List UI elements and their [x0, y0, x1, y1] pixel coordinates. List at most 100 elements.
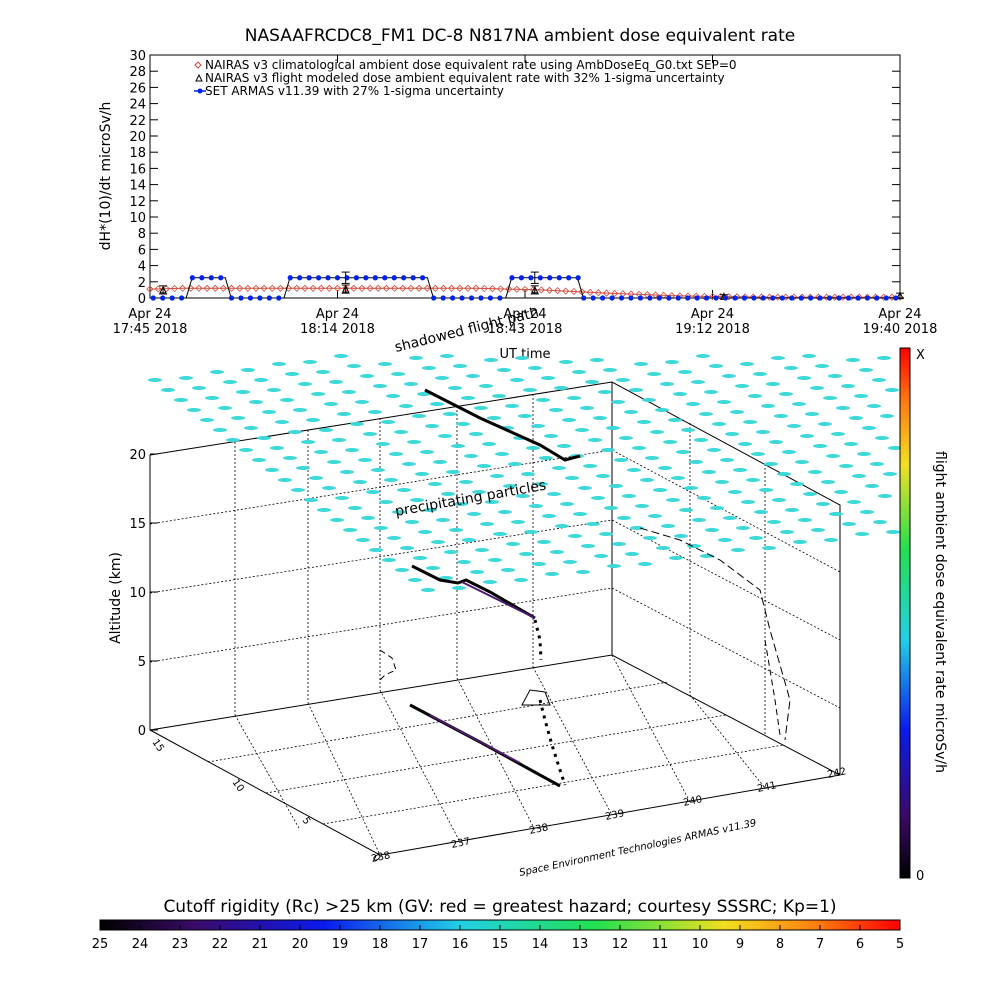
- clim-point: [146, 285, 154, 293]
- armas-point: [537, 275, 543, 281]
- particle: [348, 506, 362, 510]
- particle: [674, 534, 688, 538]
- clim-point: [456, 284, 464, 292]
- particle: [244, 426, 258, 430]
- particle: [470, 570, 484, 574]
- particle: [402, 462, 416, 466]
- particle: [303, 360, 317, 364]
- y-tick-label: 0: [138, 292, 146, 307]
- armas-point: [391, 275, 397, 281]
- armas-point: [518, 275, 525, 281]
- clim-point: [399, 284, 407, 292]
- armas-point: [238, 295, 244, 301]
- particle: [291, 488, 305, 492]
- armas-point: [864, 295, 870, 301]
- lon-tick-label: 238: [370, 850, 391, 865]
- particle: [614, 458, 628, 462]
- clim-point: [415, 284, 423, 292]
- particle: [797, 376, 811, 380]
- particle: [862, 426, 876, 430]
- particle: [749, 536, 763, 540]
- rc-tick-label: 22: [212, 937, 229, 952]
- particle: [707, 448, 721, 452]
- particle: [241, 368, 255, 372]
- particle: [301, 440, 315, 444]
- particle: [534, 482, 548, 486]
- particle: [453, 364, 467, 368]
- y-tick-label: 24: [129, 98, 146, 113]
- particle: [462, 538, 476, 542]
- particle: [839, 464, 853, 468]
- armas-point: [363, 275, 369, 281]
- precipitating-particles-field: [148, 354, 902, 592]
- clim-point: [309, 284, 317, 292]
- particle: [813, 444, 827, 448]
- particle: [394, 430, 408, 434]
- particle: [179, 376, 193, 380]
- particle: [392, 510, 406, 514]
- particle: [753, 372, 767, 376]
- particle: [387, 536, 401, 540]
- particle: [408, 578, 422, 582]
- particle: [373, 384, 387, 388]
- armas-point: [893, 295, 899, 301]
- particle: [477, 464, 491, 468]
- clim-point: [382, 284, 390, 292]
- particle: [709, 364, 723, 368]
- particle: [514, 578, 528, 582]
- clim-point: [366, 284, 374, 292]
- armas-point: [817, 295, 823, 301]
- particle: [740, 362, 754, 366]
- particle: [723, 516, 737, 520]
- particle: [867, 404, 881, 408]
- legend-entry-1: NAIRAS v3 climatological ambient dose eq…: [205, 58, 737, 72]
- particle: [872, 378, 886, 382]
- particle: [852, 474, 866, 478]
- rc-tick-label: 0: [370, 852, 383, 864]
- particle: [836, 406, 850, 410]
- particle: [280, 398, 294, 402]
- particle: [329, 380, 343, 384]
- model-point: [530, 285, 539, 294]
- clim-point: [374, 284, 382, 292]
- particle: [423, 508, 437, 512]
- particle: [784, 366, 798, 370]
- particle: [722, 374, 736, 378]
- particle: [418, 530, 432, 534]
- particle: [679, 508, 693, 512]
- particle: [371, 468, 385, 472]
- armas-point: [883, 295, 889, 301]
- lon-tick-label: 239: [604, 808, 625, 823]
- clim-point: [390, 284, 399, 292]
- particle: [642, 398, 656, 402]
- particle: [883, 472, 897, 476]
- particle: [231, 416, 245, 420]
- particle: [560, 502, 574, 506]
- particle: [699, 412, 713, 416]
- rc-tick-label: 9: [736, 937, 744, 952]
- rc-tick-label: 15: [492, 937, 509, 952]
- particle: [818, 422, 832, 426]
- particle: [441, 492, 455, 496]
- armas-point: [760, 295, 766, 301]
- particle: [844, 442, 858, 446]
- armas-point: [618, 295, 625, 301]
- particle: [798, 518, 812, 522]
- x-axis-label: UT time: [500, 347, 551, 362]
- clim-point: [358, 284, 366, 292]
- particle: [425, 424, 439, 428]
- particle: [395, 568, 409, 572]
- particle: [625, 552, 639, 556]
- clim-point: [211, 284, 219, 292]
- particle: [404, 382, 418, 386]
- particle: [369, 548, 383, 552]
- rc-tick-label: 18: [372, 937, 389, 952]
- armas-point: [150, 295, 156, 301]
- particle: [451, 444, 465, 448]
- particle: [660, 382, 674, 386]
- rc-tick-label: 13: [572, 937, 589, 952]
- rc-tick-label: 17: [412, 937, 429, 952]
- particle: [567, 396, 581, 400]
- y-axis-label: dH*(10)/dt microSv/h: [98, 102, 114, 251]
- clim-point: [195, 284, 203, 292]
